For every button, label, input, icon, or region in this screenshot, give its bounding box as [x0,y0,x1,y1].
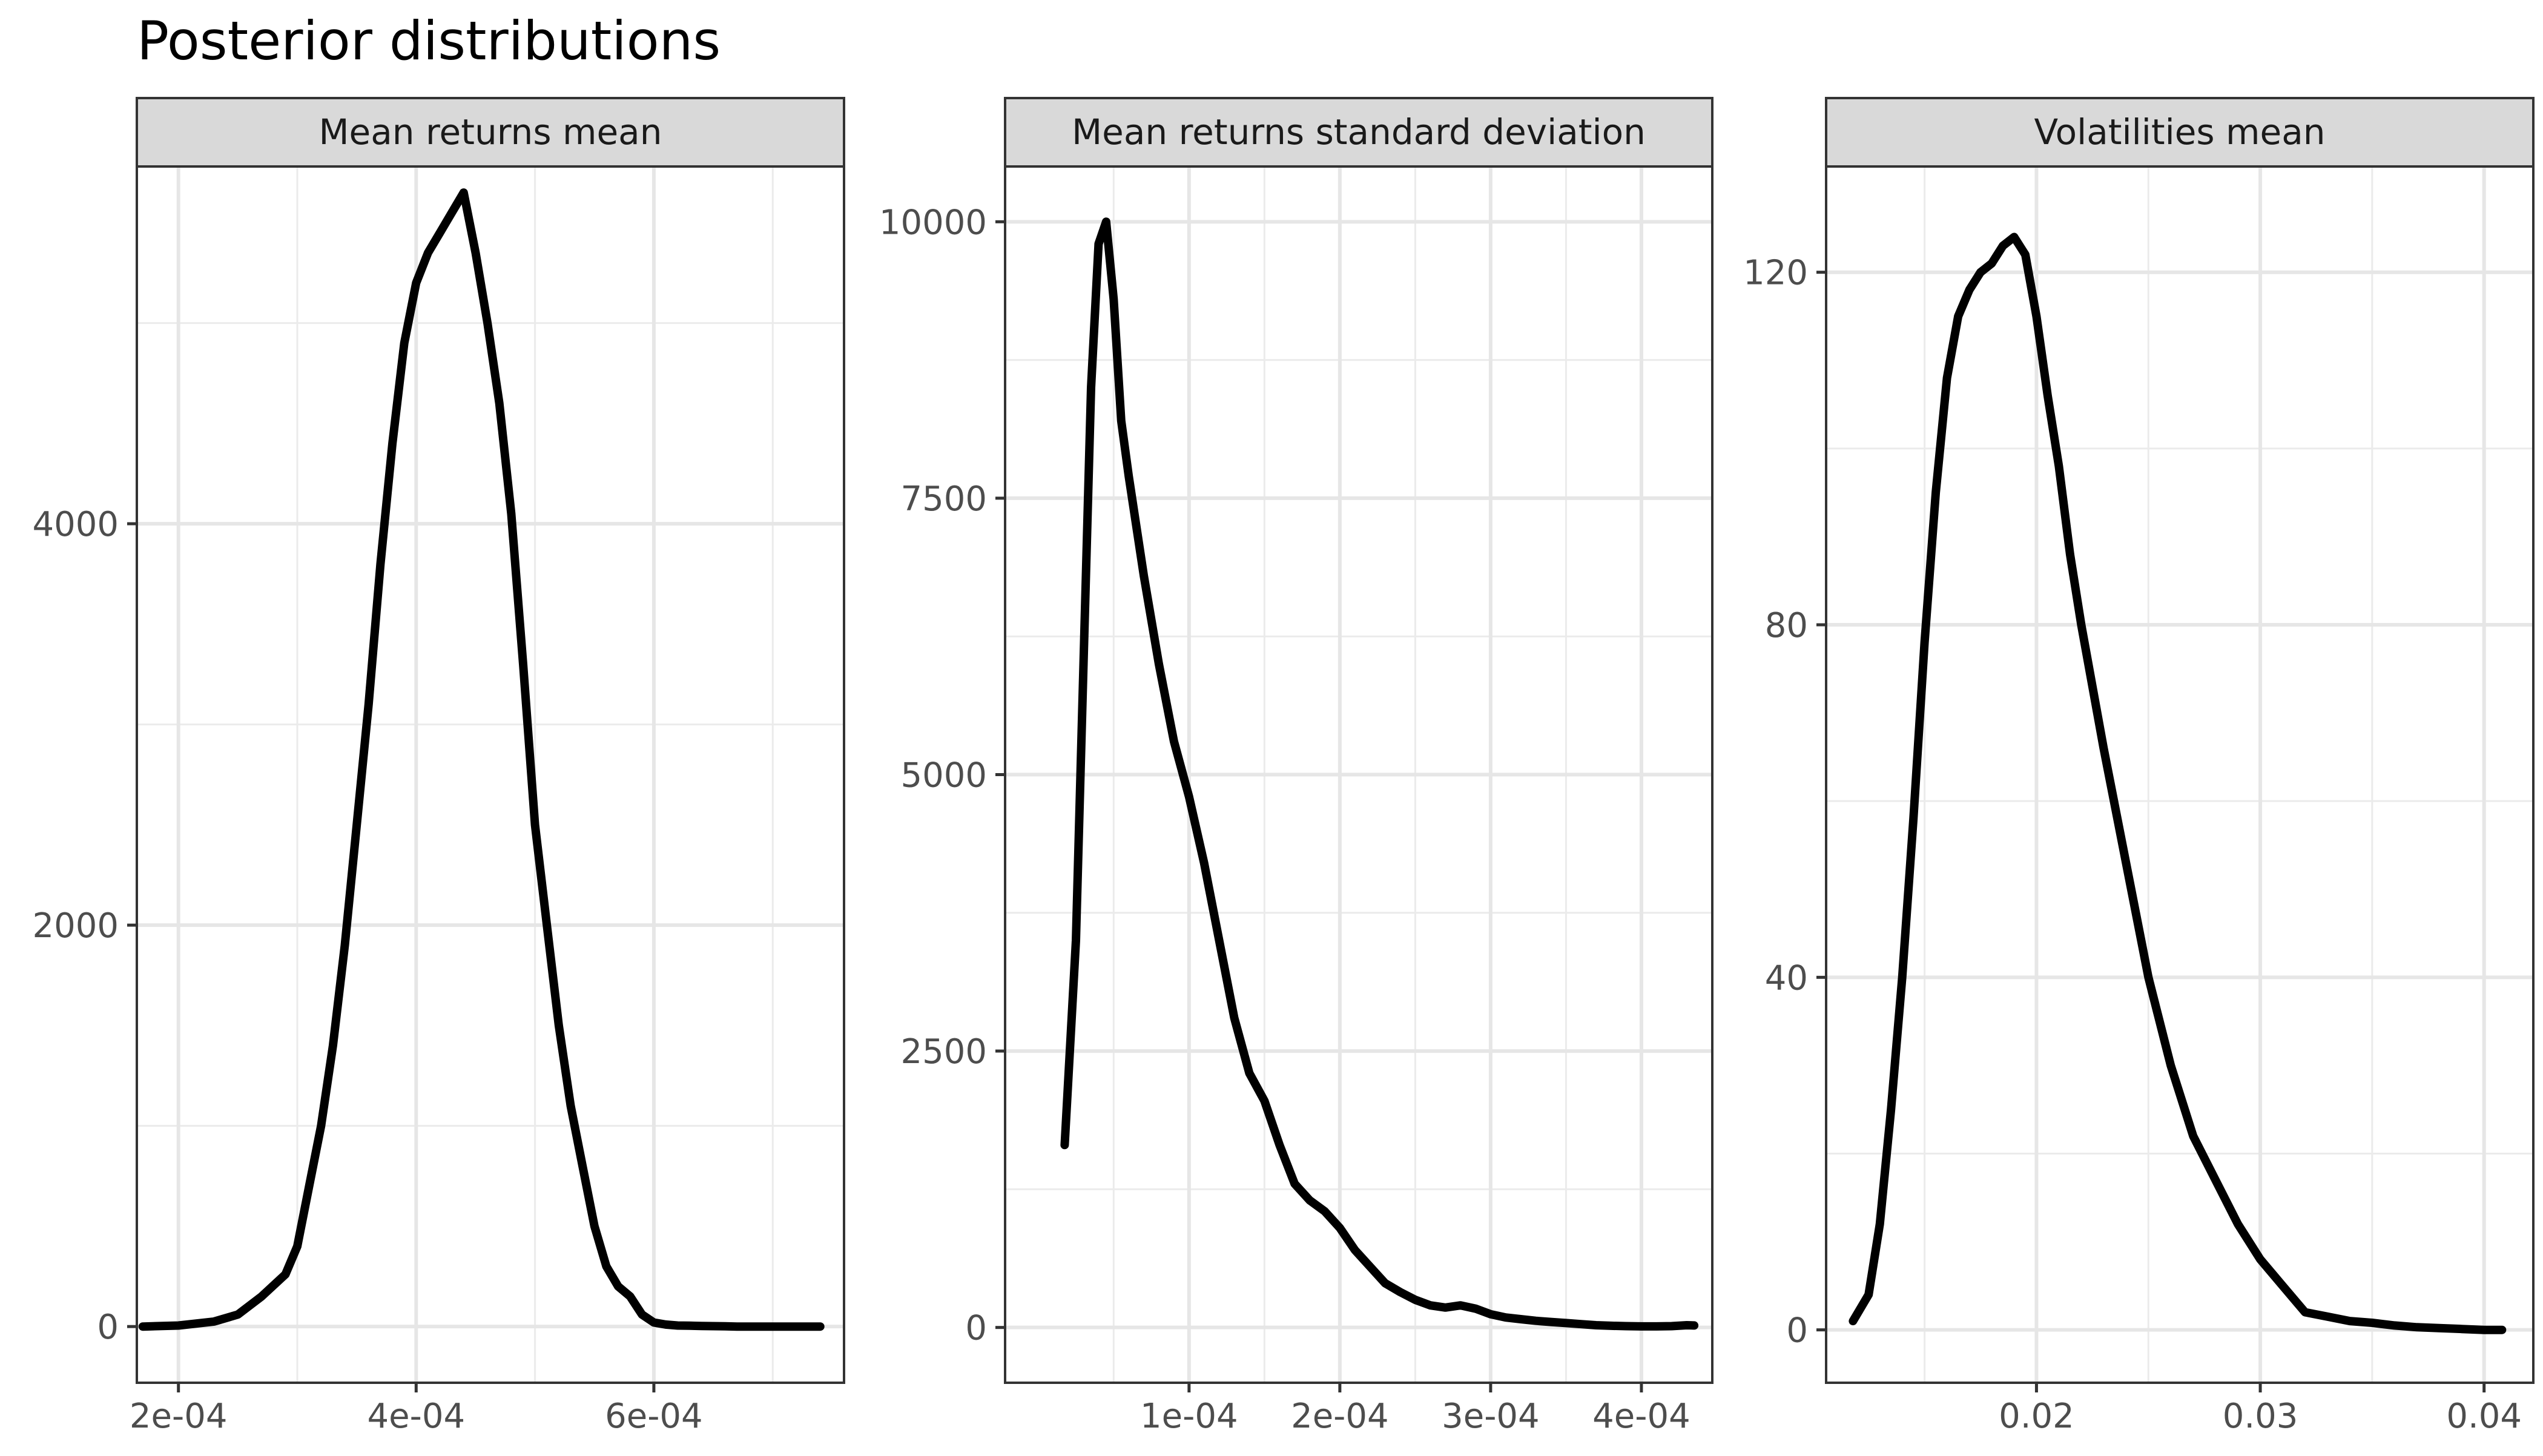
y-tick-label: 0 [1786,1311,1808,1351]
x-tick-label: 3e-04 [1442,1397,1540,1436]
density-curve [138,188,825,1331]
x-tick-label: 2e-04 [130,1397,228,1436]
y-tick-label: 7500 [900,479,987,519]
facet-strip [1825,97,2535,168]
x-tick-label: 0.04 [2446,1397,2522,1436]
y-tick-label: 80 [1765,606,1808,645]
x-tick-label: 4e-04 [368,1397,466,1436]
y-tick-label: 40 [1765,958,1808,998]
y-tick-label: 0 [97,1308,119,1347]
y-tick-label: 0 [965,1309,987,1348]
x-tick-label: 0.03 [2223,1397,2298,1436]
chart-title: Posterior distributions [137,10,721,72]
facet-strip-label: Mean returns standard deviation [1072,111,1646,153]
y-tick-label: 2500 [900,1032,987,1072]
facet-strip [136,97,845,168]
x-tick-label: 0.02 [1999,1397,2074,1436]
density-curve [1060,217,1699,1331]
x-tick-label: 4e-04 [1592,1397,1690,1436]
facet-strip-label: Volatilities mean [2034,111,2325,153]
x-tick-label: 1e-04 [1140,1397,1238,1436]
x-tick-label: 6e-04 [605,1397,703,1436]
y-tick-label: 4000 [32,505,119,544]
panel-background [1826,166,2533,1383]
density-curve [1849,232,2507,1334]
y-tick-label: 10000 [879,203,987,242]
x-tick-label: 2e-04 [1291,1397,1389,1436]
y-tick-label: 2000 [32,906,119,946]
facet-strip [1004,97,1713,168]
y-tick-label: 5000 [900,756,987,796]
y-tick-label: 120 [1743,254,1808,293]
facet-strip-label: Mean returns mean [319,111,662,153]
